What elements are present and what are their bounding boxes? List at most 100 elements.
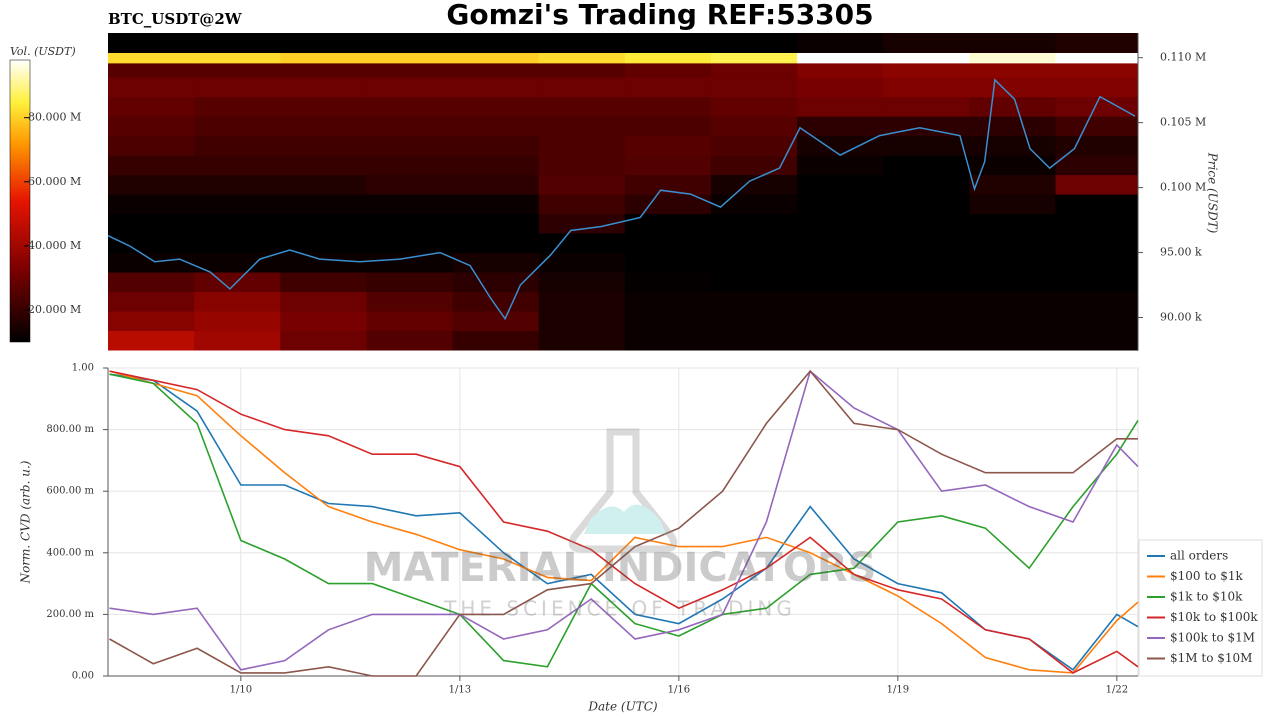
heat-cell xyxy=(883,233,970,254)
symbol: BTC_USDT@2W xyxy=(108,10,243,28)
colorbar-tick-label: 80.000 M xyxy=(28,111,81,124)
heat-cell xyxy=(108,33,195,53)
heat-cell xyxy=(194,96,281,117)
heat-cell xyxy=(280,252,367,273)
heat-cell xyxy=(452,252,540,273)
heat-cell xyxy=(969,77,1057,98)
heat-cell xyxy=(1055,96,1139,117)
heat-cell xyxy=(797,213,884,234)
heat-cell xyxy=(280,33,367,53)
heat-cell xyxy=(452,135,540,156)
heat-cell xyxy=(280,135,367,156)
heat-cell xyxy=(624,116,712,137)
heat-cell xyxy=(969,33,1057,53)
y-tick-label: 0.105 M xyxy=(1160,116,1206,129)
heat-cell xyxy=(538,174,626,195)
heat-cell xyxy=(883,62,970,78)
heat-cell xyxy=(1055,194,1139,215)
heat-cell xyxy=(366,330,454,351)
heat-cell xyxy=(1055,77,1139,98)
heat-cell xyxy=(452,330,540,351)
heat-cell xyxy=(108,291,195,312)
heat-cell xyxy=(366,291,454,312)
heat-cell xyxy=(194,33,281,53)
heat-cell xyxy=(969,135,1057,156)
heat-cell xyxy=(883,252,970,273)
heat-cell xyxy=(280,272,367,293)
price-axis-label: Price (USDT) xyxy=(1206,152,1220,234)
heat-cell xyxy=(538,330,626,351)
heat-cell xyxy=(452,272,540,293)
heat-cell xyxy=(710,62,798,78)
heat-cell xyxy=(969,291,1057,312)
heat-cell xyxy=(366,311,454,332)
heat-cell xyxy=(538,252,626,273)
heat-cell xyxy=(538,272,626,293)
heat-cell xyxy=(883,272,970,293)
heat-cell xyxy=(538,62,626,78)
heat-cell xyxy=(280,311,367,332)
heat-cell xyxy=(969,174,1057,195)
heat-cell xyxy=(797,52,884,64)
heat-cell xyxy=(624,330,712,351)
heat-cell xyxy=(1055,252,1139,273)
series-line xyxy=(109,370,1139,674)
heat-cell xyxy=(710,96,798,117)
y-tick-label: 800.00 m xyxy=(46,424,94,435)
heat-cell xyxy=(969,252,1057,273)
heat-cell xyxy=(1055,135,1139,156)
heat-cell xyxy=(797,33,884,53)
heat-cell xyxy=(883,96,970,117)
heat-cell xyxy=(538,135,626,156)
heat-cell xyxy=(452,62,540,78)
heat-cell xyxy=(452,77,540,98)
heat-cell xyxy=(624,96,712,117)
heat-cell xyxy=(969,311,1057,332)
y-tick-label: 90.00 k xyxy=(1160,311,1202,324)
heat-cell xyxy=(194,174,281,195)
heat-cell xyxy=(883,155,970,176)
y-tick-label: 95.00 k xyxy=(1160,246,1202,259)
heat-cell xyxy=(538,155,626,176)
y-tick-label: 0.00 xyxy=(72,671,94,682)
heat-cell xyxy=(797,77,884,98)
heat-cell xyxy=(710,52,798,64)
heat-cell xyxy=(108,96,195,117)
y-tick-label: 1.00 xyxy=(72,363,94,374)
heat-cell xyxy=(108,155,195,176)
heat-cell xyxy=(797,174,884,195)
heat-cell xyxy=(366,62,454,78)
heat-cell xyxy=(1055,330,1139,351)
heat-cell xyxy=(710,233,798,254)
heat-cell xyxy=(280,291,367,312)
heat-cell xyxy=(452,194,540,215)
heat-cell xyxy=(710,116,798,137)
heat-cell xyxy=(280,96,367,117)
heat-cell xyxy=(452,52,540,64)
heat-cell xyxy=(194,155,281,176)
y-tick-label: 400.00 m xyxy=(46,547,94,558)
heat-cell xyxy=(797,311,884,332)
series-line xyxy=(109,373,1139,668)
heat-cell xyxy=(108,330,195,351)
heat-cell xyxy=(108,52,195,64)
heat-cell xyxy=(194,77,281,98)
heat-cell xyxy=(883,330,970,351)
heat-cell xyxy=(108,213,195,234)
watermark: MATERIAL INDICATORS THE SCIENCE OF TRADI… xyxy=(364,428,876,621)
heat-cell xyxy=(969,233,1057,254)
series-line xyxy=(109,369,1139,671)
heat-cell xyxy=(710,77,798,98)
y-tick-label: 600.00 m xyxy=(46,486,94,497)
heat-cell xyxy=(969,272,1057,293)
x-tick-label: 1/10 xyxy=(230,685,252,696)
heat-cell xyxy=(883,213,970,234)
heat-cell xyxy=(797,135,884,156)
heat-cell xyxy=(624,33,712,53)
heat-cell xyxy=(624,213,712,234)
colorbar-label: Vol. (USDT) xyxy=(10,45,76,58)
heat-cell xyxy=(624,52,712,64)
heat-cell xyxy=(452,96,540,117)
heat-cell xyxy=(797,116,884,137)
heat-cell xyxy=(797,291,884,312)
